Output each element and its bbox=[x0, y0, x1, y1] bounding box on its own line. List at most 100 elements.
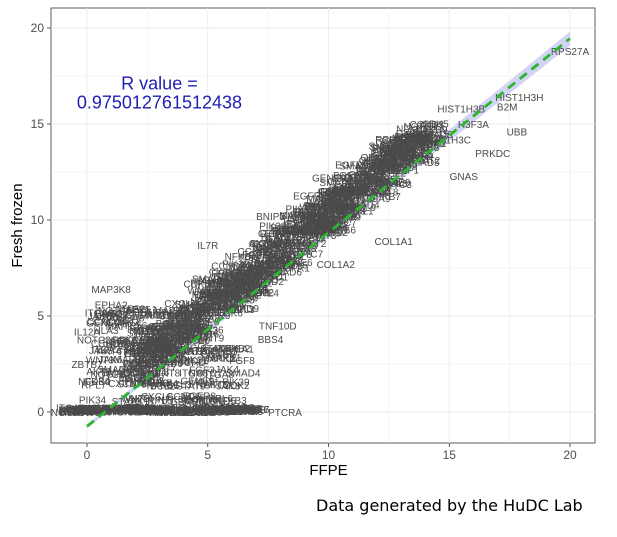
gene-label: BCL8 bbox=[143, 345, 168, 356]
gene-label: TP59 bbox=[273, 229, 297, 240]
gene-label: WNT1 bbox=[385, 138, 414, 149]
gene-label: GENE9 bbox=[328, 194, 362, 205]
gene-label: HLA8 bbox=[291, 244, 316, 255]
gene-label: ITGA5 bbox=[279, 260, 308, 271]
gene-label: RPL5 bbox=[106, 342, 131, 353]
gene-label: TP59 bbox=[316, 191, 340, 202]
gene-label: PIK39 bbox=[222, 377, 250, 388]
gene-label: EGFR8 bbox=[183, 392, 217, 403]
gene-label: EGFR8 bbox=[160, 327, 194, 338]
gene-label: CXCL7 bbox=[164, 299, 197, 310]
gene-label: STAT5 bbox=[319, 206, 349, 217]
gene-label: CCND4 bbox=[267, 252, 302, 263]
gene-label: AKT4 bbox=[183, 336, 208, 347]
gene-label: BCL9 bbox=[344, 187, 369, 198]
gene-label: CCND1 bbox=[308, 222, 343, 233]
gene-label: FGF6 bbox=[215, 344, 241, 355]
gene-label: HLA5 bbox=[192, 290, 217, 301]
gene-label: JAK6 bbox=[143, 405, 167, 416]
gene-label: RPL8 bbox=[190, 279, 215, 290]
gene-label: NFKB5 bbox=[244, 270, 277, 281]
gene-label: NOTC9 bbox=[403, 122, 437, 133]
gene-label: PIK31 bbox=[147, 340, 175, 351]
gene-label: RPL6 bbox=[323, 223, 348, 234]
gene-label: CCND8 bbox=[147, 325, 182, 336]
gene-label: HLA3 bbox=[204, 291, 229, 302]
gene-label: RPL5 bbox=[151, 322, 176, 333]
gene-label: BCL5 bbox=[152, 355, 177, 366]
y-tick-label: 0 bbox=[37, 405, 44, 419]
gene-label: JAK4 bbox=[297, 224, 321, 235]
gene-label: JAK5 bbox=[181, 393, 205, 404]
gene-label: AKT1 bbox=[150, 408, 175, 419]
gene-label: MAPK3 bbox=[257, 256, 291, 267]
gene-label: RPL1 bbox=[156, 345, 181, 356]
gene-label: WNT1 bbox=[162, 345, 191, 356]
gene-label: CCND9 bbox=[84, 407, 119, 418]
gene-label: GENE7 bbox=[235, 405, 269, 416]
gene-label: ITGA7 bbox=[256, 248, 285, 259]
gene-label: BCL4 bbox=[400, 147, 425, 158]
y-tick-label: 15 bbox=[31, 117, 45, 131]
gene-label: CCND1 bbox=[397, 135, 432, 146]
gene-label: EGFR9 bbox=[400, 152, 434, 163]
gene-label: NFKB5 bbox=[147, 381, 180, 392]
gene-label: NOTC7 bbox=[289, 250, 323, 261]
gene-label: CCND1 bbox=[321, 210, 356, 221]
gene-label: STAT9 bbox=[234, 273, 264, 284]
gene-label: CXCL9 bbox=[172, 328, 205, 339]
gene-label: CXCL6 bbox=[196, 297, 229, 308]
gene-label: NOTC3 bbox=[157, 406, 191, 417]
gene-label: NOTC8 bbox=[233, 286, 267, 297]
gene-label: STAT4 bbox=[172, 306, 202, 317]
gene-label: CDK2 bbox=[163, 339, 190, 350]
gene-label: CCND6 bbox=[357, 188, 392, 199]
gene-label: WNT4 bbox=[388, 144, 417, 155]
gene-label: PIK39 bbox=[285, 205, 313, 216]
gene-label: FGF6 bbox=[185, 315, 211, 326]
gene-label: HLA3 bbox=[187, 405, 212, 416]
gene-label: EGFR5 bbox=[335, 160, 369, 171]
gene-label: NOTC5 bbox=[283, 225, 317, 236]
gene-label: STAT4 bbox=[298, 208, 328, 219]
gene-label: MAPK7 bbox=[309, 198, 343, 209]
gene-label: PIK34 bbox=[100, 407, 128, 418]
gene-label: WNT1 bbox=[333, 205, 362, 216]
gene-label: FGF8 bbox=[270, 223, 296, 234]
gene-label: WNT2 bbox=[275, 242, 304, 253]
gene-label: EGFR5 bbox=[293, 191, 327, 202]
x-tick-label: 5 bbox=[204, 448, 211, 462]
gene-label: GENE2 bbox=[363, 160, 397, 171]
gene-label: STAT8 bbox=[144, 332, 174, 343]
gene-label: STAT4 bbox=[164, 319, 194, 330]
gene-label: UBB bbox=[507, 128, 528, 139]
gene-label: GENE8 bbox=[234, 283, 268, 294]
gene-label: NOTC9 bbox=[51, 408, 85, 419]
gene-label: GENE1 bbox=[156, 337, 190, 348]
gene-label: EGFR3 bbox=[276, 226, 310, 237]
gene-label: CCND9 bbox=[379, 141, 414, 152]
gene-label: NOTC2 bbox=[251, 267, 285, 278]
gene-label: TP52 bbox=[176, 330, 200, 341]
gene-label: CDK4 bbox=[402, 138, 429, 149]
gene-label: PIK32 bbox=[222, 259, 250, 270]
gene-label: TP51 bbox=[117, 347, 141, 358]
gene-label: RPL9 bbox=[373, 168, 398, 179]
gene-label: NOTC1 bbox=[119, 405, 153, 416]
gene-label: ITGA4 bbox=[226, 271, 255, 282]
gene-label: CDK8 bbox=[247, 259, 274, 270]
gene-label: HLA7 bbox=[194, 294, 219, 305]
gene-label: HLA6 bbox=[217, 273, 242, 284]
gene-label: NOTC6 bbox=[271, 227, 305, 238]
gene-label: FGF7 bbox=[310, 209, 336, 220]
gene-label: ITGA8 bbox=[135, 404, 164, 415]
gene-label: RPL6 bbox=[212, 407, 237, 418]
gene-label: GENE3 bbox=[372, 151, 406, 162]
gene-label: JAK4 bbox=[154, 379, 178, 390]
gene-label: ITGA4 bbox=[108, 408, 137, 419]
gene-label: FGF5 bbox=[218, 285, 244, 296]
gene-label: ITGA7 bbox=[325, 198, 354, 209]
gene-label: GENE6 bbox=[148, 322, 182, 333]
gene-label: AKT6 bbox=[329, 203, 354, 214]
gene-label: CDK4 bbox=[345, 193, 372, 204]
